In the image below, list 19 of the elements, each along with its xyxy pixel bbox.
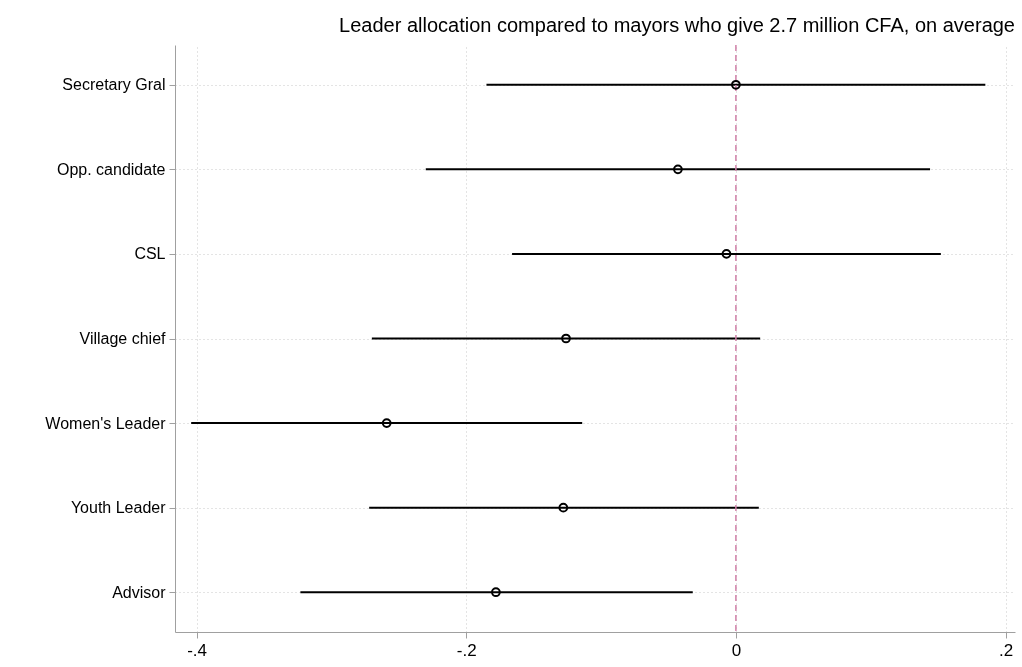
point [558,502,569,513]
y-tick-label: Women's Leader [45,414,167,432]
y-tick-label: Youth Leader [70,499,167,517]
point [673,164,683,175]
y-tick-label: CSL [134,245,166,263]
x-tick-label: .2 [998,640,1014,660]
chart-title: Leader allocation compared to mayors who give 2.7 million CFA, on average [339,14,1015,37]
y-tick-label: Secretary Gral [62,76,166,94]
x-tick-label: -.2 [456,640,477,660]
point [721,249,732,259]
point [561,333,571,344]
x-tick-label: 0 [731,640,742,660]
y-tick-label: Advisor [112,583,167,601]
point [491,587,501,598]
y-tick-label: Opp. candidate [56,160,166,178]
point [381,418,392,428]
y-tick-label: Village chief [79,330,167,347]
x-tick-label: -.4 [187,640,207,660]
point [731,79,741,90]
